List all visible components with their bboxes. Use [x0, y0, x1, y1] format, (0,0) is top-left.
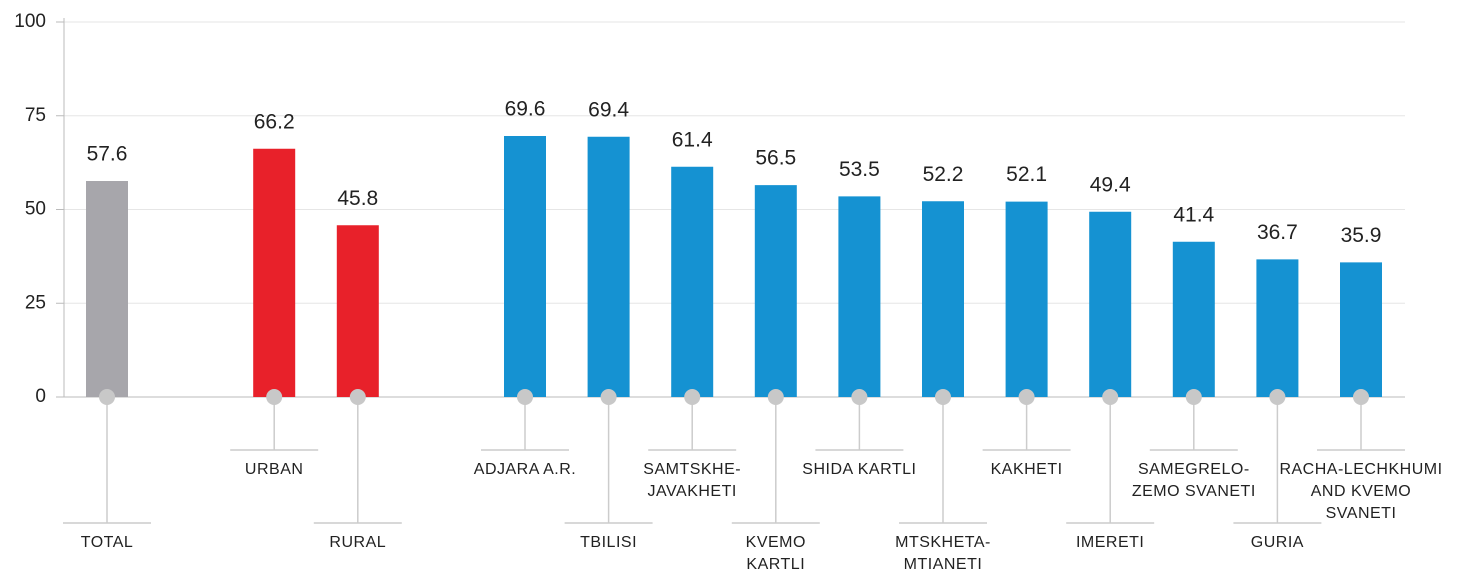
value-label: 41.4 [1173, 203, 1214, 226]
bar [336, 225, 379, 397]
x-tick-label: MTSKHETA- MTIANETI [895, 534, 991, 573]
x-tick-label: URBAN [244, 461, 304, 478]
base-dot [1185, 389, 1202, 405]
bar [838, 196, 881, 397]
y-tick-label: 100 [14, 11, 46, 32]
x-tick-label: RURAL [329, 534, 387, 551]
bar [671, 166, 714, 397]
bar [1089, 211, 1132, 397]
y-tick-label: 50 [25, 199, 46, 220]
y-tick-label: 25 [25, 292, 46, 313]
bar [1340, 262, 1382, 397]
base-dot [349, 389, 366, 405]
value-label: 52.2 [923, 163, 964, 186]
value-label: 52.1 [1006, 163, 1047, 186]
base-dot [1269, 389, 1286, 405]
bar [1256, 259, 1299, 397]
x-tick-label: KVEMO KARTLI [745, 534, 806, 573]
x-tick-label: SAMTSKHE- JAVAKHETI [643, 461, 742, 500]
value-label: 69.6 [505, 98, 546, 121]
value-label: 53.5 [839, 158, 880, 181]
value-label: 45.8 [337, 187, 378, 210]
value-label: 36.7 [1257, 221, 1298, 244]
x-tick-label: KAKHETI [990, 461, 1063, 478]
base-dot [266, 389, 283, 405]
y-tick-label: 0 [35, 386, 46, 407]
base-dot [684, 389, 701, 405]
value-label: 49.4 [1090, 173, 1131, 196]
x-tick-label: IMERETI [1075, 534, 1145, 551]
bar [587, 136, 630, 397]
x-tick-label: SHIDA KARTLI [802, 461, 917, 478]
value-label: 69.4 [588, 98, 629, 121]
x-tick-label: GURIA [1250, 534, 1304, 551]
x-tick-label: ADJARA A.R. [473, 461, 577, 478]
base-dot [1102, 389, 1119, 405]
value-label: 61.4 [672, 128, 713, 151]
value-label: 66.2 [254, 110, 295, 133]
bar [754, 185, 797, 397]
bar [922, 201, 964, 397]
base-dot [600, 389, 617, 405]
bar [253, 148, 296, 397]
x-tick-label: RACHA-LECHKHUMI AND KVEMO SVANETI [1279, 461, 1443, 522]
base-dot [1018, 389, 1035, 405]
base-dot [517, 389, 533, 405]
x-tick-label: TBILISI [580, 534, 638, 551]
value-label: 35.9 [1341, 224, 1382, 247]
bar [1172, 241, 1215, 397]
value-label: 57.6 [87, 143, 128, 166]
bar [504, 136, 546, 397]
bar [86, 181, 128, 397]
y-tick-label: 75 [25, 105, 46, 126]
base-dot [935, 389, 951, 405]
x-tick-label: TOTAL [80, 534, 134, 551]
base-dot [851, 389, 868, 405]
bar [1005, 201, 1048, 397]
base-dot [1353, 389, 1369, 405]
value-label: 56.5 [755, 147, 796, 170]
base-dot [99, 389, 115, 405]
base-dot [767, 389, 784, 405]
x-tick-label: SAMEGRELO- ZEMO SVANETI [1131, 461, 1256, 500]
